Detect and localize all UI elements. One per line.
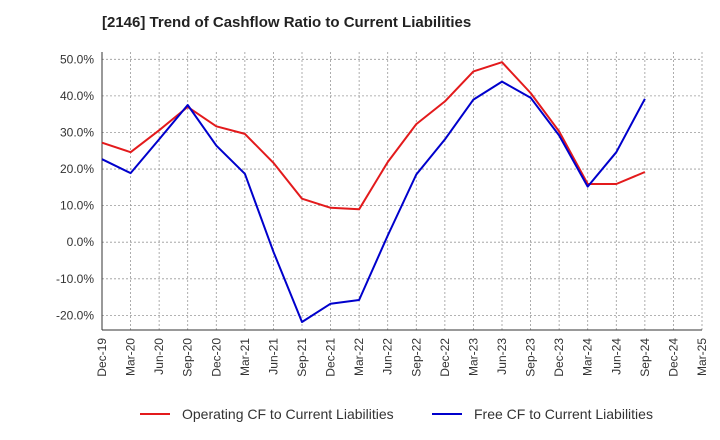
x-tick-label: Jun-24 bbox=[609, 338, 623, 375]
x-tick-label: Dec-20 bbox=[209, 338, 223, 377]
x-tick-label: Sep-23 bbox=[524, 338, 538, 377]
x-tick-label: Dec-22 bbox=[438, 338, 452, 377]
x-tick-label: Sep-21 bbox=[295, 338, 309, 377]
y-tick-label: 10.0% bbox=[60, 199, 94, 213]
x-tick-label: Sep-24 bbox=[638, 338, 652, 377]
y-tick-label: 0.0% bbox=[67, 235, 95, 249]
y-tick-label: -10.0% bbox=[56, 272, 94, 286]
x-tick-label: Jun-21 bbox=[266, 338, 280, 375]
tick-labels: 50.0% 40.0% 30.0% 20.0% 10.0% 0.0% -10.0% -20.0… bbox=[56, 52, 709, 376]
y-tick-label: 40.0% bbox=[60, 89, 94, 103]
x-tick-label: Dec-23 bbox=[552, 338, 566, 377]
x-tick-label: Dec-24 bbox=[666, 338, 680, 377]
axes bbox=[101, 52, 702, 331]
x-tick-label: Mar-20 bbox=[124, 338, 138, 376]
x-tick-label: Mar-21 bbox=[238, 338, 252, 376]
series-line-operating-cf bbox=[101, 61, 646, 211]
legend-label: Free CF to Current Liabilities bbox=[474, 406, 653, 422]
x-tick-label: Mar-23 bbox=[466, 338, 480, 376]
x-tick-label: Jun-20 bbox=[152, 338, 166, 375]
series-lines bbox=[101, 61, 646, 323]
series-line-free-cf bbox=[101, 80, 646, 323]
legend-label: Operating CF to Current Liabilities bbox=[182, 406, 394, 422]
x-tick-label: Jun-23 bbox=[495, 338, 509, 375]
x-tick-label: Jun-22 bbox=[381, 338, 395, 375]
x-tick-label: Mar-24 bbox=[581, 338, 595, 376]
x-tick-label: Mar-22 bbox=[352, 338, 366, 376]
gridlines bbox=[101, 52, 703, 330]
x-tick-label: Dec-21 bbox=[324, 338, 338, 377]
y-tick-label: 20.0% bbox=[60, 162, 94, 176]
legend: Operating CF to Current Liabilities Free … bbox=[140, 406, 653, 422]
x-tick-label: Sep-22 bbox=[409, 338, 423, 377]
chart-title: [2146] Trend of Cashflow Ratio to Curren… bbox=[102, 14, 472, 31]
x-tick-label: Sep-20 bbox=[181, 338, 195, 377]
x-tick-label: Mar-25 bbox=[695, 338, 709, 376]
x-tick-label: Dec-19 bbox=[95, 338, 109, 377]
y-tick-label: 50.0% bbox=[60, 52, 94, 66]
y-tick-label: 30.0% bbox=[60, 125, 94, 139]
y-tick-label: -20.0% bbox=[56, 308, 94, 322]
